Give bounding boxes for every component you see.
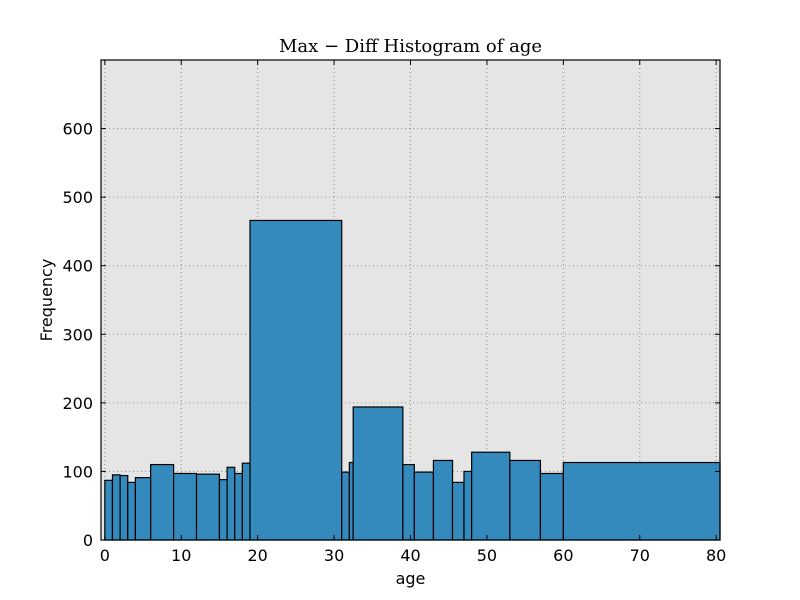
histogram-bar — [195, 473, 221, 541]
histogram-bar — [226, 466, 236, 541]
histogram-bar — [249, 219, 343, 541]
y-tick-label: 400 — [62, 257, 93, 276]
y-tick-labels: 0 100 200 300 400 500 600 — [62, 120, 93, 550]
x-tick-labels: 0 10 20 30 40 50 60 70 80 — [100, 546, 727, 565]
histogram-bar — [150, 463, 175, 541]
x-tick-label: 50 — [477, 546, 497, 565]
histogram-bar — [471, 451, 511, 541]
histogram-bar — [562, 461, 721, 541]
bars-group — [104, 219, 721, 541]
histogram-bar — [451, 481, 465, 541]
x-tick-label: 40 — [400, 546, 420, 565]
histogram-bar — [402, 463, 415, 541]
histogram-bar — [111, 474, 121, 541]
x-tick-label: 80 — [706, 546, 726, 565]
y-tick-label: 600 — [62, 120, 93, 139]
histogram-bar — [104, 479, 114, 541]
histogram-bar — [432, 459, 454, 541]
histogram-bar — [119, 474, 129, 541]
y-axis-title: Frequency — [37, 259, 56, 342]
histogram-bar — [241, 462, 251, 541]
histogram-bar — [413, 471, 435, 541]
y-tick-label: 200 — [62, 394, 93, 413]
histogram-bar — [218, 479, 228, 541]
y-tick-label: 500 — [62, 188, 93, 207]
x-tick-label: 20 — [247, 546, 267, 565]
histogram-bar — [134, 477, 152, 541]
x-tick-label: 70 — [630, 546, 650, 565]
histogram-bar — [352, 406, 404, 541]
histogram-bar — [539, 472, 564, 541]
x-tick-label: 60 — [553, 546, 573, 565]
chart-title: Max − Diff Histogram of age — [279, 36, 542, 57]
histogram-bar — [234, 472, 243, 541]
histogram-bar — [172, 472, 198, 541]
x-axis-title: age — [396, 569, 426, 588]
x-tick-label: 10 — [171, 546, 191, 565]
y-tick-label: 100 — [62, 462, 93, 481]
histogram-bar — [463, 470, 473, 541]
histogram-bar — [509, 459, 542, 541]
x-tick-label: 0 — [100, 546, 110, 565]
y-tick-label: 0 — [83, 531, 93, 550]
y-tick-label: 300 — [62, 325, 93, 344]
x-tick-label: 30 — [324, 546, 344, 565]
histogram-bar — [127, 481, 136, 541]
tick-marks — [101, 60, 720, 541]
histogram-bar — [341, 471, 350, 541]
